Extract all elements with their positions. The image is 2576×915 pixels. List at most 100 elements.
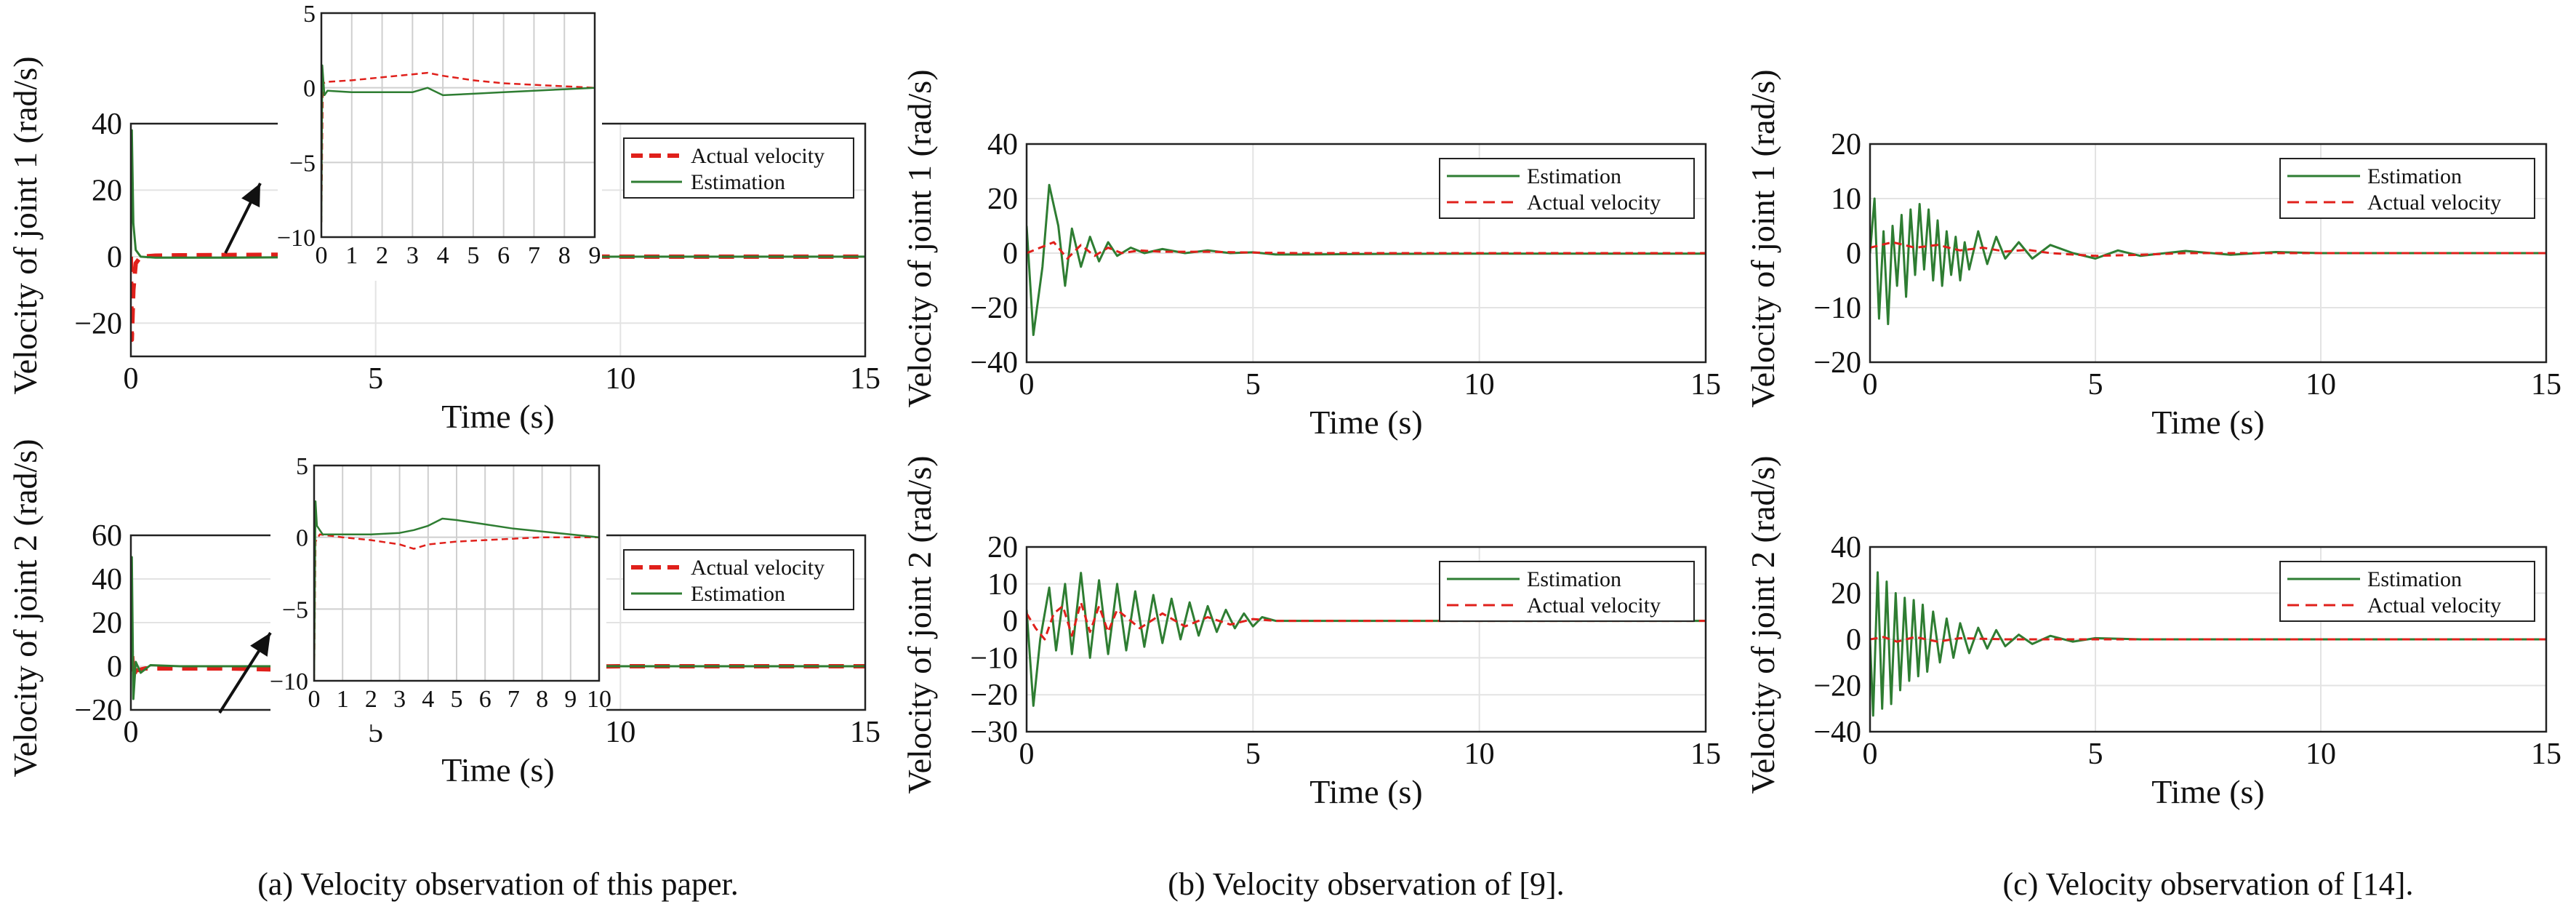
y-tick-label: −10	[1813, 292, 1861, 325]
legend-label: Estimation	[2367, 567, 2462, 591]
series-line-1	[1027, 601, 1706, 641]
y-tick-label: −20	[970, 679, 1018, 712]
x-tick-label: 15	[850, 362, 880, 396]
x-tick-label: 0	[1863, 368, 1878, 401]
y-tick-label: 20	[92, 607, 122, 640]
x-tick-label: 0	[1019, 738, 1035, 771]
legend-box	[1439, 158, 1695, 219]
inset-x-tick-label: 5	[467, 242, 479, 269]
inset-background	[278, 6, 602, 281]
series-line-0	[1870, 197, 2546, 325]
inset-x-tick-label: 6	[479, 686, 491, 713]
y-tick-label: −40	[1813, 716, 1861, 749]
caption-c: (c) Velocity observation of [14].	[2003, 866, 2414, 902]
legend-label: Estimation	[1527, 164, 1621, 188]
legend-label: Actual velocity	[691, 556, 824, 580]
inset-x-tick-label: 4	[437, 242, 449, 269]
inset-x-tick-label: 0	[316, 242, 328, 269]
legend-box	[2279, 158, 2535, 219]
y-tick-label: 0	[1846, 623, 1861, 657]
y-tick-label: 20	[92, 174, 122, 207]
x-tick-label: 5	[2088, 368, 2103, 401]
inset-x-tick-label: 0	[308, 686, 321, 713]
y-tick-label: 40	[92, 108, 122, 141]
series-line-1	[1027, 241, 1706, 260]
y-tick-label: 20	[1831, 578, 1861, 611]
inset-box	[313, 464, 601, 682]
legend-box	[1439, 561, 1695, 622]
inset-x-tick-label: 9	[564, 686, 577, 713]
x-tick-label: 0	[1863, 738, 1878, 771]
x-tick-label: 0	[124, 716, 139, 749]
x-tick-label: 10	[1464, 738, 1495, 771]
inset-x-tick-label: 1	[337, 686, 349, 713]
x-tick-label: 10	[2306, 738, 2336, 771]
axes-box	[1869, 143, 2548, 364]
inset-y-tick-label: −10	[270, 668, 308, 695]
legend-box	[623, 137, 854, 199]
x-axis-label: Time (s)	[1309, 773, 1423, 810]
x-axis-label: Time (s)	[441, 751, 555, 788]
zoom-arrow-head	[241, 183, 260, 208]
y-tick-label: 0	[107, 241, 122, 274]
inset-x-tick-label: 3	[393, 686, 406, 713]
x-tick-label: 5	[1245, 738, 1261, 771]
x-axis-label: Time (s)	[2151, 404, 2265, 441]
x-tick-label: 0	[1019, 368, 1035, 401]
y-tick-label: 10	[1831, 183, 1861, 216]
series-line-0	[1870, 571, 2546, 717]
inset-y-tick-label: −5	[282, 596, 308, 623]
inset-x-tick-label: 10	[587, 686, 611, 713]
inset-series-line-0	[321, 71, 595, 223]
inset-x-tick-label: 7	[507, 686, 520, 713]
x-tick-label: 10	[605, 716, 635, 749]
y-tick-label: 0	[1003, 605, 1018, 639]
y-axis-label: Velocity of joint 2 (rad/s)	[7, 439, 44, 777]
y-axis-label: Velocity of joint 1 (rad/s)	[901, 69, 938, 407]
series-line-0	[1027, 572, 1706, 707]
panel-b1: 0 5 10 15 −40 −20 0 20 40 Time (s) Velocity of joi…	[901, 69, 1721, 441]
x-tick-label: 15	[2531, 368, 2561, 401]
y-tick-label: 20	[987, 183, 1018, 216]
legend-label: Estimation	[691, 170, 785, 194]
y-tick-label: −40	[970, 346, 1018, 380]
legend-label: Actual velocity	[2367, 594, 2501, 618]
legend: Estimation Actual velocity	[2279, 561, 2535, 622]
axes-box	[1869, 546, 2548, 733]
inset-y-tick-label: −5	[289, 150, 316, 177]
y-tick-label: −20	[1813, 670, 1861, 703]
y-tick-label: 10	[987, 568, 1018, 602]
legend-label: Actual velocity	[2367, 191, 2501, 215]
series-line-0	[1027, 183, 1706, 336]
inset-series-line-1	[314, 500, 599, 681]
x-tick-label: 10	[2306, 368, 2336, 401]
y-axis-label: Velocity of joint 1 (rad/s)	[1744, 69, 1781, 407]
y-axis-label: Velocity of joint 1 (rad/s)	[7, 56, 44, 394]
y-tick-label: 40	[987, 128, 1018, 161]
inset-y-tick-label: 0	[303, 76, 316, 103]
series-line-1	[1870, 636, 2546, 643]
legend-label: Estimation	[1527, 567, 1621, 591]
y-tick-label: 0	[1846, 237, 1861, 271]
inset-x-tick-label: 1	[345, 242, 358, 269]
inset-x-tick-label: 5	[451, 686, 463, 713]
inset-x-tick-label: 7	[528, 242, 540, 269]
y-tick-label: −20	[970, 292, 1018, 325]
inset-x-tick-label: 9	[589, 242, 601, 269]
y-tick-label: 60	[92, 519, 122, 553]
y-tick-label: −30	[970, 716, 1018, 749]
inset-x-tick-label: 8	[558, 242, 571, 269]
inset-x-tick-label: 8	[536, 686, 548, 713]
inset-y-tick-label: 5	[303, 1, 316, 28]
x-tick-label: 15	[1690, 738, 1721, 771]
x-tick-label: 0	[124, 362, 139, 396]
inset-series-line-1	[321, 64, 595, 223]
legend-label: Actual velocity	[691, 144, 824, 168]
x-tick-label: 10	[1464, 368, 1495, 401]
legend: Estimation Actual velocity	[1439, 561, 1695, 622]
